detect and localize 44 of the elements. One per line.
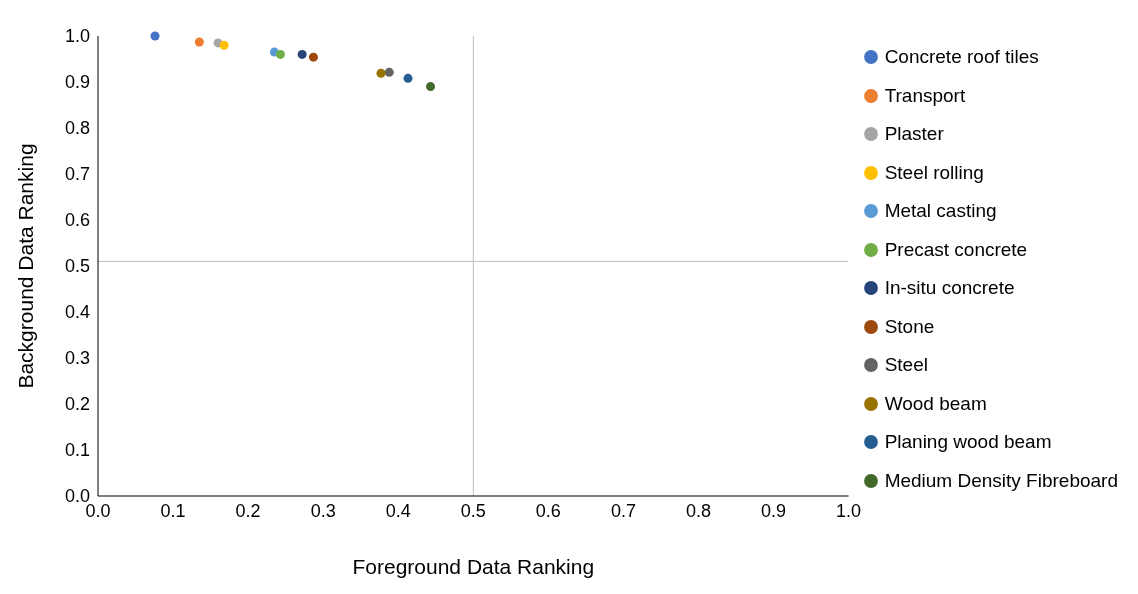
x-tick-label: 0.3	[310, 500, 336, 521]
x-tick-label: 0.1	[160, 500, 186, 521]
y-tick-label: 1.0	[64, 26, 90, 47]
y-tick-label: 0.3	[64, 348, 90, 369]
x-tick-label: 0.2	[235, 500, 261, 521]
point	[275, 49, 285, 59]
y-tick-label: 0.9	[64, 72, 90, 93]
legend-label: Stone	[884, 315, 935, 338]
x-tick-label: 0.9	[761, 500, 787, 521]
point	[297, 49, 307, 59]
point	[150, 31, 160, 41]
y-tick-label: 0.8	[64, 118, 90, 139]
x-tick-label: 0.4	[385, 500, 411, 521]
legend-label: Precast concrete	[884, 238, 1028, 261]
point	[219, 40, 229, 50]
x-tick-label: 0.8	[685, 500, 712, 521]
y-tick-label: 0.1	[64, 440, 90, 461]
point	[376, 68, 386, 78]
x-tick-label: 0.5	[460, 500, 486, 521]
legend-label: Planing wood beam	[884, 431, 1052, 454]
x-tick-label: 1.0	[836, 500, 862, 521]
point	[194, 37, 204, 47]
legend-label: Plaster	[884, 123, 944, 146]
legend-label: Medium Density Fibreboard	[884, 469, 1118, 492]
y-tick-label: 0.2	[64, 394, 90, 415]
y-axis-title: Background Data Ranking	[14, 143, 38, 389]
legend-label: In-situ concrete	[884, 277, 1015, 300]
legend-label: Wood beam	[884, 392, 987, 415]
legend-label: Steel	[884, 354, 928, 377]
legend-label: Concrete roof tiles	[884, 46, 1039, 69]
y-tick-label: 0.4	[64, 302, 90, 323]
point	[426, 82, 436, 92]
point	[403, 73, 413, 83]
x-axis-title: Foreground Data Ranking	[352, 555, 595, 578]
x-tick-label: 0.7	[610, 500, 636, 521]
legend-label: Transport	[884, 84, 966, 107]
point	[308, 52, 318, 62]
point	[384, 67, 394, 77]
legend-label: Metal casting	[884, 200, 997, 223]
y-tick-label: 0.7	[64, 164, 90, 185]
y-tick-label: 0.5	[64, 256, 90, 277]
legend-label: Steel rolling	[884, 161, 984, 184]
x-tick-label: 0.6	[535, 500, 561, 521]
y-tick-label: 0.6	[64, 210, 90, 231]
